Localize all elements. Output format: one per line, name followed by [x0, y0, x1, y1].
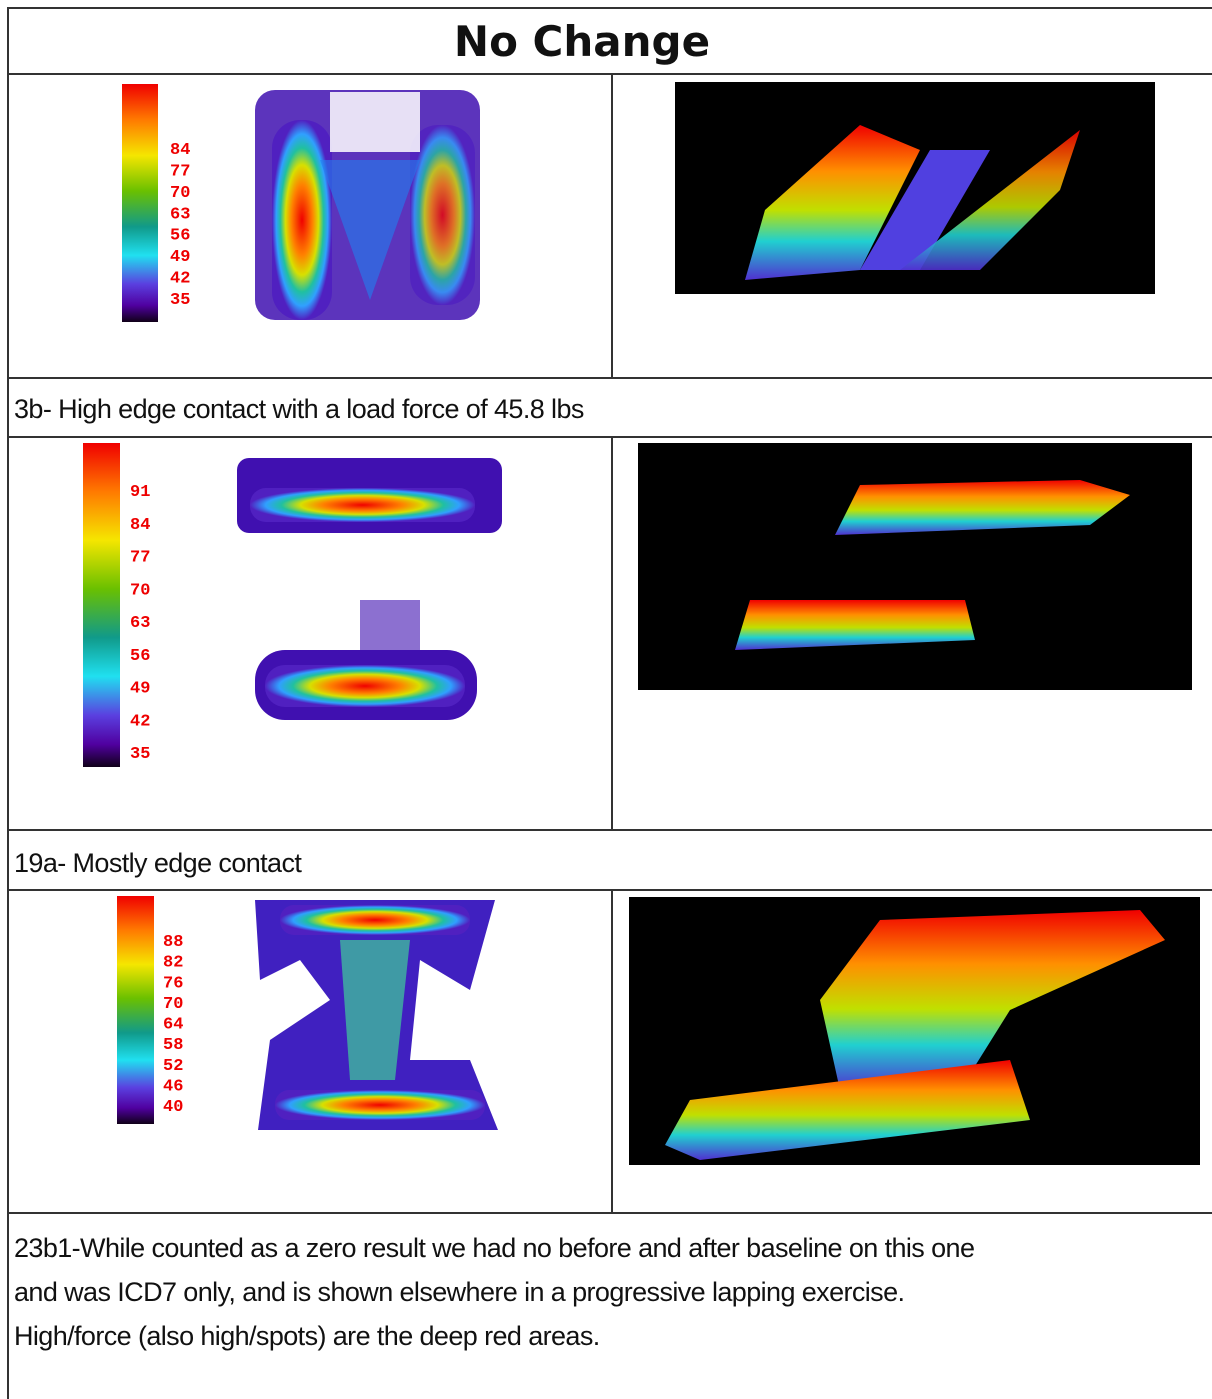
- caption: 23b1-While counted as a zero result we h…: [14, 1233, 974, 1263]
- pressure-3d: [629, 897, 1200, 1165]
- scale-label: 84: [170, 141, 190, 160]
- pressure-map: [255, 900, 498, 1130]
- scale-label: 76: [163, 974, 183, 993]
- scale-label: 49: [170, 248, 190, 267]
- caption: 3b- High edge contact with a load force …: [14, 394, 584, 424]
- caption: High/force (also high/spots) are the dee…: [14, 1321, 600, 1351]
- scale-label: 58: [163, 1036, 183, 1055]
- scale-label: 70: [130, 581, 150, 600]
- color-scale: [117, 896, 154, 1124]
- scale-label: 40: [163, 1098, 183, 1117]
- scale-label: 46: [163, 1077, 183, 1096]
- color-scale: [122, 84, 158, 322]
- scale-label: 56: [170, 227, 190, 246]
- scale-label: 82: [163, 954, 183, 973]
- scale-label: 77: [170, 162, 190, 181]
- scale-label: 35: [130, 745, 150, 764]
- caption: 19a- Mostly edge contact: [14, 848, 302, 878]
- pressure-3d: [638, 443, 1192, 690]
- pressure-map: [255, 90, 480, 320]
- scale-label: 42: [130, 712, 150, 731]
- scale-label: 42: [170, 270, 190, 289]
- color-scale: [83, 443, 120, 767]
- pressure-3d: [675, 82, 1155, 294]
- scale-label: 64: [163, 1016, 183, 1035]
- table-frame: [7, 7, 1212, 1399]
- scale-label: 52: [163, 1057, 183, 1076]
- scale-label: 70: [163, 995, 183, 1014]
- scale-label: 91: [130, 483, 150, 502]
- scale-label: 88: [163, 933, 183, 952]
- scale-label: 77: [130, 549, 150, 568]
- scale-label: 70: [170, 184, 190, 203]
- caption: and was ICD7 only, and is shown elsewher…: [14, 1277, 904, 1307]
- scale-label: 56: [130, 647, 150, 666]
- scale-label: 49: [130, 680, 150, 699]
- pressure-map: [237, 458, 502, 720]
- scale-label: 63: [170, 205, 190, 224]
- scale-label: 84: [130, 516, 150, 535]
- scale-label: 63: [130, 614, 150, 633]
- title: No Change: [454, 17, 710, 66]
- scale-label: 35: [170, 291, 190, 310]
